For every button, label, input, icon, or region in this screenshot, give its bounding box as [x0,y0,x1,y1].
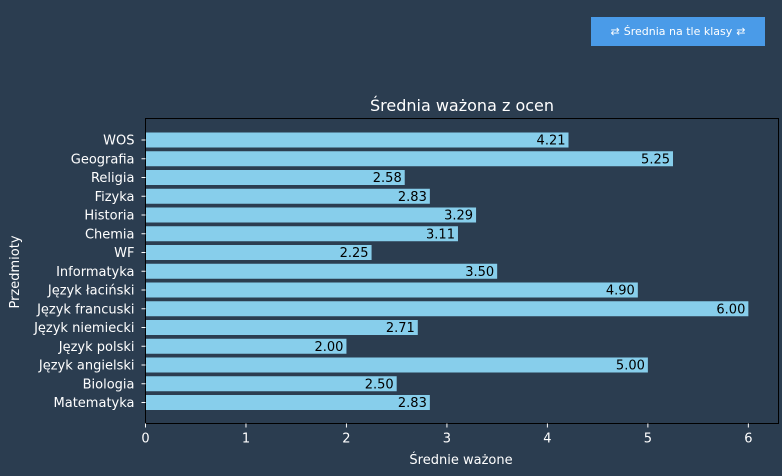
bar-value-label: 2.50 [365,377,394,392]
y-tick-label: Informatyka [56,265,134,280]
y-axis: WOS Geografia Religia Fizyka Historia Chemia W… [33,134,146,411]
y-tick-label: Historia [84,209,134,224]
y-tick-label: Język polski [58,340,135,355]
bar-value-label: 2.83 [398,396,427,411]
bar-value-label: 2.83 [398,190,427,205]
class-average-toggle-button[interactable]: ⇄ Średnia na tle klasy ⇄ [591,17,765,46]
bar-value-label: 3.11 [426,227,455,242]
x-tick-label: 5 [644,432,652,447]
y-tick-label: Język angielski [38,359,135,374]
y-tick-label: WF [114,246,134,261]
y-tick-label: Religia [91,171,135,186]
bar-value-label: 6.00 [716,302,745,317]
y-tick-label: Język łaciński [47,284,135,299]
y-tick-label: Chemia [85,227,135,242]
toggle-button-label: Średnia na tle klasy [623,25,733,38]
x-tick-label: 0 [141,432,149,447]
chart-title: Średnia ważona z ocen [370,96,554,115]
x-axis: 0 1 2 3 4 5 6 [141,423,752,447]
bar-value-label: 5.00 [616,359,645,374]
y-tick-label: WOS [103,134,134,149]
bar-value-label: 2.00 [314,340,343,355]
bar [145,376,397,392]
bar-value-label: 2.71 [386,321,415,336]
bar [145,301,749,317]
bar-value-label: 2.25 [340,246,369,261]
bar-value-label: 4.21 [537,134,566,149]
y-tick-label: Matematyka [54,396,135,411]
bar [145,170,405,185]
y-tick-label: Fizyka [95,190,135,205]
bar [145,188,430,204]
bar [145,207,477,223]
x-tick-label: 4 [543,432,551,447]
bar [145,395,430,410]
x-axis-label: Średnie ważone [409,452,512,468]
bar [145,320,418,335]
bar [145,263,498,279]
bar-value-label: 3.29 [444,209,473,224]
x-tick-label: 1 [242,432,250,447]
bar [145,338,347,354]
bar [145,282,638,298]
bar-value-label: 5.25 [641,152,670,167]
bars-layer: 4.21 5.25 2.58 2.83 3.29 3.11 2.25 3.50 4.90 6.00… [145,132,749,411]
x-tick-label: 6 [744,432,752,447]
x-tick-label: 3 [443,432,451,447]
bar-value-label: 4.90 [606,284,635,299]
y-tick-label: Język niemiecki [33,321,134,336]
swap-icon: ⇄ [610,25,620,38]
y-tick-label: Biologia [83,377,135,392]
swap-icon: ⇄ [736,25,746,38]
y-tick-label: Język francuski [36,302,134,317]
bar-value-label: 2.58 [373,171,402,186]
bar [145,245,372,260]
bar [145,132,569,148]
bar [145,151,673,167]
bar [145,226,458,242]
y-tick-label: Geografia [71,152,135,167]
bar [145,357,648,373]
y-axis-label: Przedmioty [8,235,23,308]
x-tick-label: 2 [342,432,350,447]
bar-value-label: 3.50 [465,265,494,280]
